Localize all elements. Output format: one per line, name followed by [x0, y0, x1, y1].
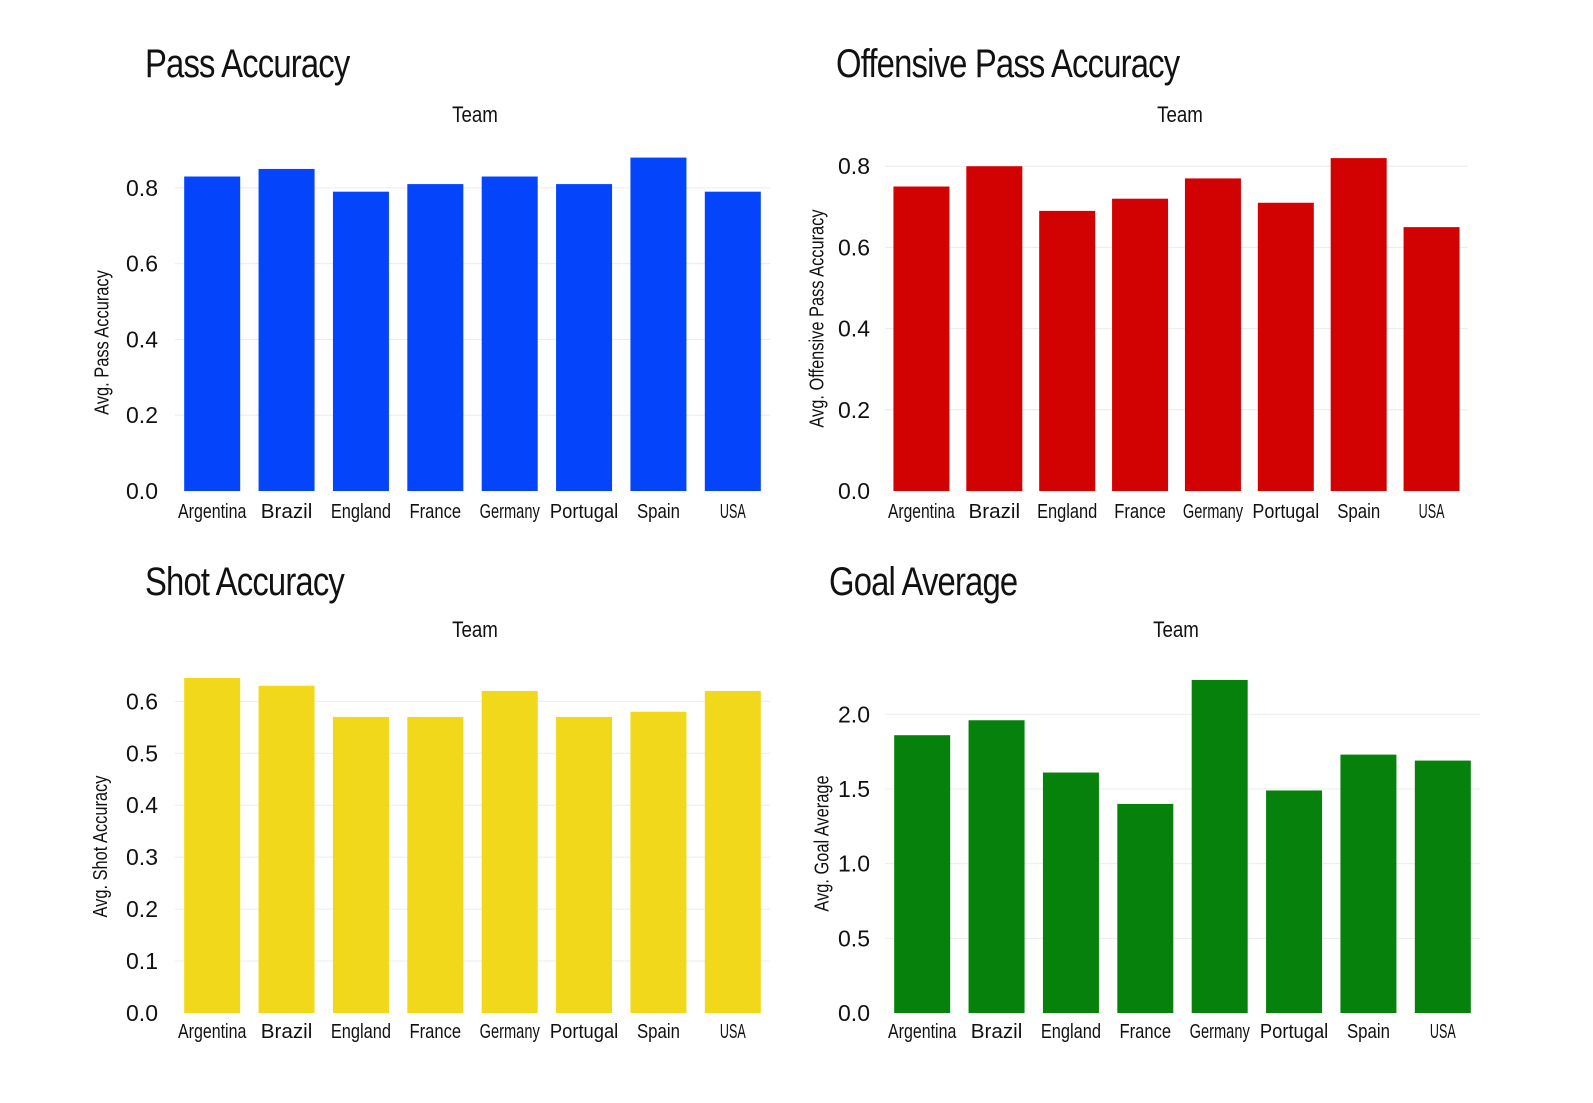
x-tick-label: Germany — [1190, 1021, 1250, 1043]
x-tick-label: Portugal — [550, 501, 618, 523]
chart-title: Goal Average — [829, 560, 1018, 604]
x-tick-label: England — [1037, 501, 1097, 523]
x-tick-label: France — [1120, 1021, 1172, 1043]
x-tick-label: Portugal — [1260, 1021, 1328, 1043]
bar-portugal — [1266, 790, 1323, 1013]
x-tick-label: Argentina — [888, 501, 956, 523]
x-axis-label: Team — [1157, 102, 1203, 127]
bar-brazil — [968, 720, 1025, 1013]
bar-england — [332, 716, 389, 1013]
x-axis-label: Team — [1153, 617, 1199, 642]
bar-usa — [704, 191, 761, 491]
bar-france — [407, 716, 464, 1013]
bar-spain — [1330, 158, 1387, 491]
x-tick-label: Portugal — [1252, 501, 1319, 523]
y-tick-label: 0.1 — [126, 948, 158, 974]
y-tick-label: 0.6 — [126, 251, 158, 277]
y-tick-label: 0.2 — [126, 896, 158, 922]
y-tick-label: 0.2 — [126, 402, 158, 428]
bar-usa — [1414, 760, 1471, 1013]
bar-germany — [1191, 679, 1248, 1013]
bar-brazil — [258, 685, 315, 1013]
bar-france — [1117, 803, 1174, 1013]
bar-germany — [481, 690, 538, 1013]
bar-portugal — [1257, 202, 1314, 491]
y-tick-label: 0.0 — [838, 1000, 870, 1026]
y-tick-label: 1.5 — [838, 776, 870, 802]
x-tick-label: Brazil — [261, 501, 313, 523]
y-tick-label: 0.0 — [126, 478, 158, 504]
x-tick-label: USA — [720, 501, 746, 523]
x-tick-label: Argentina — [178, 1021, 247, 1043]
bar-portugal — [556, 184, 613, 491]
y-tick-label: 1.0 — [838, 851, 870, 877]
chart-title: Pass Accuracy — [145, 42, 350, 86]
bar-spain — [630, 711, 687, 1013]
bar-portugal — [556, 716, 613, 1013]
bar-england — [1039, 210, 1096, 491]
y-tick-label: 0.2 — [838, 397, 870, 423]
bar-usa — [1403, 227, 1460, 491]
bar-argentina — [893, 186, 950, 492]
x-tick-label: England — [1041, 1021, 1101, 1043]
bar-brazil — [258, 168, 315, 491]
x-tick-label: USA — [720, 1021, 746, 1043]
y-tick-label: 0.3 — [126, 844, 158, 870]
chart-title: Shot Accuracy — [145, 560, 345, 604]
bar-england — [1042, 772, 1099, 1013]
bar-france — [1112, 198, 1169, 491]
x-tick-label: Spain — [1337, 501, 1380, 523]
x-tick-label: USA — [1430, 1021, 1456, 1043]
x-tick-label: France — [410, 1021, 462, 1043]
y-tick-label: 0.4 — [126, 326, 158, 352]
x-axis-label: Team — [452, 102, 498, 127]
bar-argentina — [894, 735, 951, 1013]
x-tick-label: Germany — [480, 1021, 540, 1043]
x-tick-label: Germany — [1183, 501, 1243, 523]
y-tick-label: 0.6 — [126, 688, 158, 714]
x-tick-label: France — [1114, 501, 1166, 523]
x-tick-label: Portugal — [550, 1021, 618, 1043]
x-tick-label: Argentina — [888, 1021, 957, 1043]
bar-england — [332, 191, 389, 491]
x-tick-label: Brazil — [969, 501, 1021, 523]
bar-germany — [1184, 178, 1241, 491]
y-tick-label: 0.4 — [838, 316, 870, 342]
y-tick-label: 0.0 — [838, 478, 870, 504]
x-tick-label: Spain — [637, 1021, 680, 1043]
x-tick-label: England — [331, 1021, 391, 1043]
y-tick-label: 0.4 — [126, 792, 158, 818]
bar-spain — [1340, 754, 1397, 1013]
x-tick-label: Spain — [637, 501, 680, 523]
y-tick-label: 2.0 — [838, 701, 870, 727]
x-tick-label: Brazil — [261, 1021, 313, 1043]
x-tick-label: England — [331, 501, 391, 523]
bar-germany — [481, 176, 538, 491]
x-tick-label: Spain — [1347, 1021, 1390, 1043]
chart-title: Offensive Pass Accuracy — [836, 42, 1180, 86]
y-tick-label: 0.6 — [838, 234, 870, 260]
y-tick-label: 0.0 — [126, 1000, 158, 1026]
bar-usa — [704, 690, 761, 1013]
x-tick-label: France — [410, 501, 462, 523]
bar-argentina — [184, 677, 241, 1013]
y-tick-label: 0.5 — [838, 925, 870, 951]
bar-argentina — [184, 176, 241, 491]
y-tick-label: 0.8 — [126, 175, 158, 201]
x-tick-label: Argentina — [178, 501, 247, 523]
y-tick-label: 0.5 — [126, 740, 158, 766]
x-tick-label: USA — [1419, 501, 1445, 523]
x-tick-label: Germany — [480, 501, 540, 523]
bar-brazil — [966, 166, 1023, 491]
y-tick-label: 0.8 — [838, 153, 870, 179]
bar-france — [407, 184, 464, 491]
x-axis-label: Team — [452, 617, 498, 642]
x-tick-label: Brazil — [971, 1021, 1023, 1043]
bar-spain — [630, 157, 687, 492]
